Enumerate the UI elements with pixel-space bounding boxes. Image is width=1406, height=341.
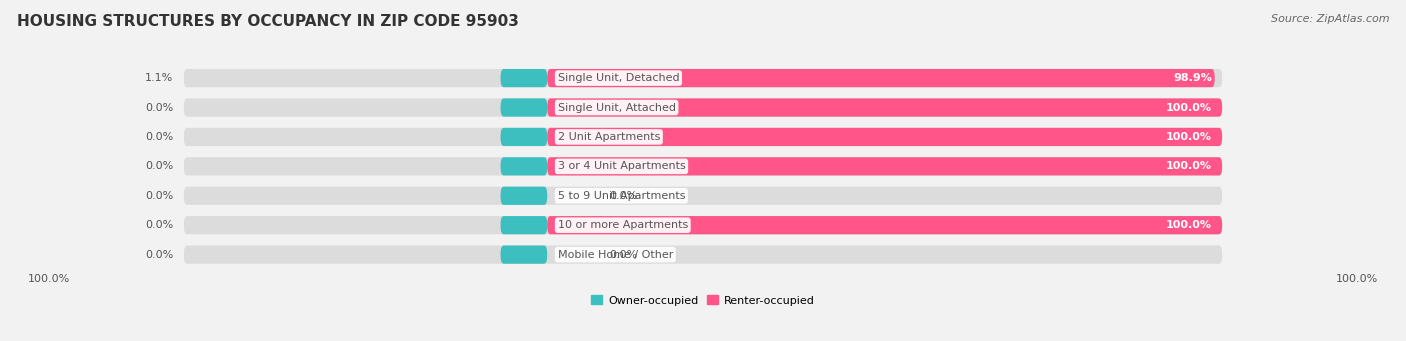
Text: 100.0%: 100.0% — [1166, 132, 1212, 142]
Text: 100.0%: 100.0% — [1166, 161, 1212, 172]
Text: 100.0%: 100.0% — [28, 274, 70, 284]
Legend: Owner-occupied, Renter-occupied: Owner-occupied, Renter-occupied — [586, 291, 820, 310]
Text: 3 or 4 Unit Apartments: 3 or 4 Unit Apartments — [558, 161, 685, 172]
FancyBboxPatch shape — [184, 128, 1222, 146]
Text: Single Unit, Detached: Single Unit, Detached — [558, 73, 679, 83]
Text: 0.0%: 0.0% — [145, 132, 173, 142]
Text: 2 Unit Apartments: 2 Unit Apartments — [558, 132, 659, 142]
FancyBboxPatch shape — [501, 99, 547, 117]
Text: Single Unit, Attached: Single Unit, Attached — [558, 103, 676, 113]
FancyBboxPatch shape — [501, 128, 547, 146]
FancyBboxPatch shape — [501, 246, 547, 264]
Text: HOUSING STRUCTURES BY OCCUPANCY IN ZIP CODE 95903: HOUSING STRUCTURES BY OCCUPANCY IN ZIP C… — [17, 14, 519, 29]
Text: Source: ZipAtlas.com: Source: ZipAtlas.com — [1271, 14, 1389, 24]
FancyBboxPatch shape — [184, 69, 1222, 87]
FancyBboxPatch shape — [501, 157, 547, 176]
Text: 5 to 9 Unit Apartments: 5 to 9 Unit Apartments — [558, 191, 685, 201]
Text: 100.0%: 100.0% — [1336, 274, 1378, 284]
Text: 1.1%: 1.1% — [145, 73, 173, 83]
Text: 0.0%: 0.0% — [145, 191, 173, 201]
FancyBboxPatch shape — [547, 216, 1222, 234]
Text: 0.0%: 0.0% — [610, 250, 638, 260]
Text: 100.0%: 100.0% — [1166, 103, 1212, 113]
Text: 0.0%: 0.0% — [145, 220, 173, 230]
Text: 0.0%: 0.0% — [145, 103, 173, 113]
FancyBboxPatch shape — [501, 216, 547, 234]
FancyBboxPatch shape — [547, 157, 1222, 176]
Text: 10 or more Apartments: 10 or more Apartments — [558, 220, 688, 230]
FancyBboxPatch shape — [547, 99, 1222, 117]
Text: 0.0%: 0.0% — [145, 161, 173, 172]
Text: 98.9%: 98.9% — [1173, 73, 1212, 83]
FancyBboxPatch shape — [184, 187, 1222, 205]
Text: Mobile Home / Other: Mobile Home / Other — [558, 250, 673, 260]
FancyBboxPatch shape — [547, 69, 1215, 87]
Text: 100.0%: 100.0% — [1166, 220, 1212, 230]
FancyBboxPatch shape — [501, 69, 547, 87]
FancyBboxPatch shape — [184, 99, 1222, 117]
FancyBboxPatch shape — [184, 216, 1222, 234]
Text: 0.0%: 0.0% — [610, 191, 638, 201]
Text: 0.0%: 0.0% — [145, 250, 173, 260]
FancyBboxPatch shape — [501, 187, 547, 205]
FancyBboxPatch shape — [184, 157, 1222, 176]
FancyBboxPatch shape — [184, 246, 1222, 264]
FancyBboxPatch shape — [547, 128, 1222, 146]
